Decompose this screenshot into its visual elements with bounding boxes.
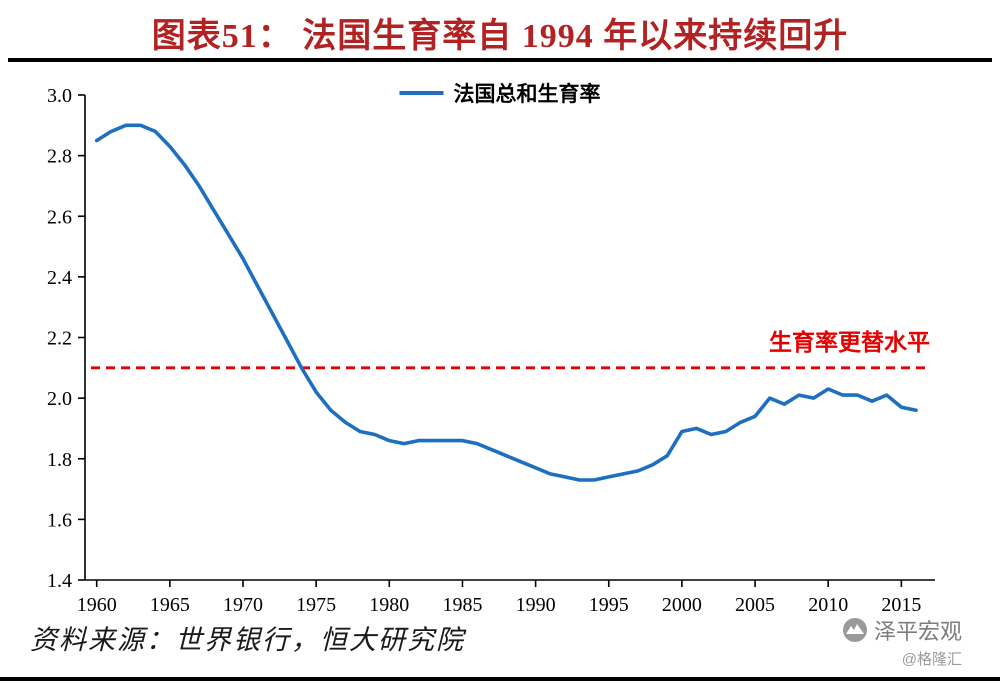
watermark-handle: @格隆汇 <box>901 651 962 668</box>
y-tick-label: 1.4 <box>47 570 72 592</box>
x-tick-label: 2000 <box>662 594 702 616</box>
legend: 法国总和生育率 <box>399 78 601 108</box>
page-title: 图表51： 法国生育率自 1994 年以来持续回升 <box>151 18 849 55</box>
y-tick-label: 2.4 <box>47 267 72 289</box>
replacement-level-label: 生育率更替水平 <box>769 330 930 355</box>
y-tick-label: 2.2 <box>47 328 72 350</box>
y-tick-label: 2.0 <box>47 388 72 410</box>
x-tick-label: 2015 <box>881 594 921 616</box>
watermark: 泽平宏观 @格隆汇 <box>842 614 962 669</box>
zepin-macro-logo-icon <box>842 618 867 642</box>
x-tick-label: 2005 <box>735 594 775 616</box>
legend-line-swatch <box>399 91 444 95</box>
y-tick-label: 1.6 <box>47 509 72 531</box>
x-tick-label: 1995 <box>589 594 629 616</box>
watermark-brand: 泽平宏观 <box>873 619 962 644</box>
x-tick-label: 1975 <box>296 594 336 616</box>
y-tick-label: 2.8 <box>47 146 72 168</box>
x-tick-label: 1990 <box>516 594 556 616</box>
x-tick-label: 1970 <box>223 594 263 616</box>
y-tick-label: 2.6 <box>47 206 72 228</box>
x-tick-label: 1985 <box>442 594 482 616</box>
top-divider <box>8 58 992 62</box>
y-tick-label: 3.0 <box>47 85 72 107</box>
source-note: 资料来源：世界银行，恒大研究院 <box>30 625 465 655</box>
x-tick-label: 1960 <box>77 594 117 616</box>
y-tick-label: 1.8 <box>47 449 72 471</box>
legend-label: 法国总和生育率 <box>453 82 601 106</box>
x-tick-label: 1965 <box>150 594 190 616</box>
bottom-divider <box>0 677 1000 681</box>
x-tick-label: 1980 <box>369 594 409 616</box>
x-tick-label: 2010 <box>808 594 848 616</box>
fertility-rate-line <box>94 123 918 482</box>
